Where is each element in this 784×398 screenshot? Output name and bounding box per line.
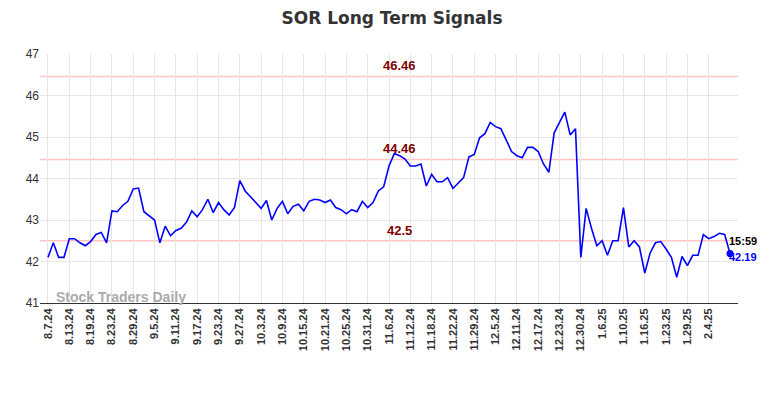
svg-text:46.46: 46.46 [383,58,416,73]
svg-text:9.17.24: 9.17.24 [191,308,203,346]
svg-text:41: 41 [26,296,40,310]
svg-text:8.19.24: 8.19.24 [84,308,96,346]
svg-text:1.6.25: 1.6.25 [596,308,608,339]
svg-text:10.15.24: 10.15.24 [297,308,309,352]
svg-text:12.17.24: 12.17.24 [532,308,544,352]
svg-text:8.7.24: 8.7.24 [42,308,54,339]
svg-text:10.25.24: 10.25.24 [340,308,352,352]
svg-text:1.10.25: 1.10.25 [617,308,629,345]
svg-text:43: 43 [26,213,40,227]
svg-text:42.19: 42.19 [729,251,757,263]
svg-text:10.21.24: 10.21.24 [319,308,331,352]
svg-text:11.6.24: 11.6.24 [383,308,395,345]
svg-text:11.12.24: 11.12.24 [404,308,416,351]
svg-text:47: 47 [26,47,40,61]
svg-text:12.11.24: 12.11.24 [510,308,522,351]
svg-text:44: 44 [26,172,40,186]
svg-text:8.13.24: 8.13.24 [63,308,75,346]
svg-text:9.23.24: 9.23.24 [212,308,224,346]
svg-text:1.23.25: 1.23.25 [660,308,672,345]
svg-text:9.11.24: 9.11.24 [169,308,181,345]
svg-text:Stock Traders Daily: Stock Traders Daily [56,289,186,305]
svg-text:15:59: 15:59 [729,235,757,247]
svg-text:SOR Long Term Signals: SOR Long Term Signals [281,8,502,28]
svg-text:42: 42 [26,255,40,269]
svg-text:9.5.24: 9.5.24 [148,308,160,339]
svg-text:12.30.24: 12.30.24 [574,308,586,352]
svg-text:46: 46 [26,89,40,103]
svg-text:1.29.25: 1.29.25 [681,308,693,345]
svg-text:44.46: 44.46 [383,141,416,156]
svg-text:12.5.24: 12.5.24 [489,308,501,346]
svg-text:11.29.24: 11.29.24 [468,308,480,351]
svg-text:10.31.24: 10.31.24 [361,308,373,352]
svg-text:45: 45 [26,130,40,144]
svg-text:1.16.25: 1.16.25 [638,308,650,345]
svg-text:12.23.24: 12.23.24 [553,308,565,352]
svg-text:10.9.24: 10.9.24 [276,308,288,346]
svg-text:11.18.24: 11.18.24 [425,308,437,351]
svg-text:9.27.24: 9.27.24 [233,308,245,346]
svg-text:10.3.24: 10.3.24 [255,308,267,346]
svg-text:8.23.24: 8.23.24 [106,308,118,346]
svg-text:11.22.24: 11.22.24 [447,308,459,351]
svg-text:42.5: 42.5 [387,223,412,238]
svg-text:8.29.24: 8.29.24 [127,308,139,346]
svg-text:2.4.25: 2.4.25 [702,308,714,339]
